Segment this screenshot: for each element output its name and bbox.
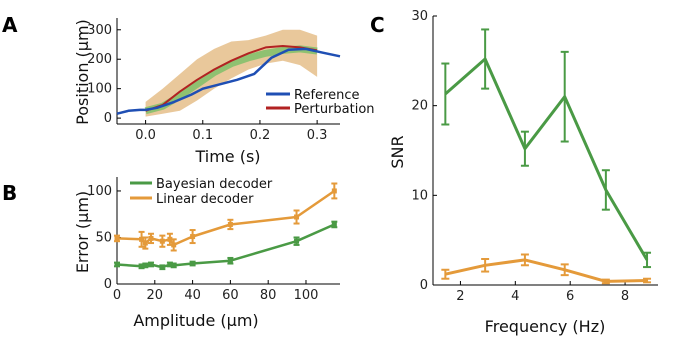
data-point-bayesian (114, 261, 120, 267)
series-line-orange (444, 258, 648, 283)
data-point-bayesian (139, 263, 145, 269)
x-tick-label: 0.1 (192, 128, 213, 143)
x-tick-label: 8 (621, 289, 629, 304)
y-tick-label: 300 (87, 23, 112, 38)
data-point-linear (114, 235, 120, 241)
y-tick-label: 50 (95, 230, 112, 245)
y-tick-label: 30 (411, 9, 428, 24)
x-tick-label: 80 (260, 288, 277, 303)
data-point-bayesian (227, 258, 233, 264)
legend-label-linear: Linear decoder (156, 192, 254, 207)
y-axis-title: SNR (388, 135, 407, 168)
x-tick-label: 60 (222, 288, 239, 303)
x-tick-label: 6 (566, 289, 574, 304)
data-point-linear (190, 234, 196, 240)
x-tick-label: 0.3 (307, 128, 328, 143)
x-tick-label: 2 (456, 289, 464, 304)
data-point-bayesian (148, 261, 154, 267)
data-point-linear (227, 221, 233, 227)
series-line-green (444, 57, 649, 261)
data-point-bayesian (167, 261, 173, 267)
data-point-linear (139, 236, 145, 242)
y-tick-label: 100 (87, 184, 112, 199)
panel-c: 2 4 6 8 0 10 20 30 Frequency (Hz) SNR (388, 9, 658, 336)
x-tick-label: 0.0 (135, 128, 156, 143)
data-point-bayesian (294, 238, 300, 244)
x-tick-label: 0.2 (250, 128, 271, 143)
x-axis-title: Frequency (Hz) (485, 317, 606, 336)
y-axis-title: Position (μm) (73, 19, 92, 125)
data-point-bayesian (171, 262, 177, 268)
legend-label-reference: Reference (294, 88, 359, 103)
series-line-perturbation (145, 45, 318, 112)
data-point-linear (171, 242, 177, 248)
x-tick-label: 0 (113, 288, 121, 303)
panel-b: 0 20 40 60 80 100 0 50 100 Bayesian decoderLinear… (73, 177, 340, 330)
x-tick-label: 20 (147, 288, 164, 303)
x-tick-label: 4 (511, 289, 519, 304)
x-tick-label: 40 (184, 288, 201, 303)
data-point-linear (142, 240, 148, 246)
panel-label-b: B (2, 181, 17, 205)
panel-label-c: C (370, 13, 385, 37)
data-point-linear (294, 214, 300, 220)
data-point-linear (331, 188, 337, 194)
panel-label-a: A (2, 13, 18, 37)
x-axis-title: Time (s) (194, 147, 260, 166)
y-tick-label: 20 (411, 99, 428, 114)
y-tick-label: 100 (87, 82, 112, 97)
legend-label-bayesian: Bayesian decoder (156, 177, 273, 192)
x-tick-label: 100 (294, 288, 319, 303)
legend-label-perturbation: Perturbation (294, 102, 375, 117)
series-line-reference (116, 47, 341, 115)
panel-a: 0.0 0.1 0.2 0.3 0 100 200 300 ReferencePerturbat… (73, 18, 375, 166)
data-point-linear (167, 236, 173, 242)
x-axis-title: Amplitude (μm) (133, 311, 258, 330)
series-line-bayesian (116, 223, 335, 269)
data-point-bayesian (190, 261, 196, 267)
data-point-bayesian (331, 221, 337, 227)
data-point-bayesian (159, 264, 165, 270)
data-point-bayesian (142, 262, 148, 268)
y-axis-title: Error (μm) (73, 191, 92, 273)
data-point-linear (148, 235, 154, 241)
y-tick-label: 0 (104, 111, 112, 126)
y-tick-label: 10 (411, 188, 428, 203)
y-tick-label: 0 (104, 277, 112, 292)
y-tick-label: 200 (87, 52, 112, 67)
y-tick-label: 0 (420, 278, 428, 293)
data-point-linear (159, 238, 165, 244)
